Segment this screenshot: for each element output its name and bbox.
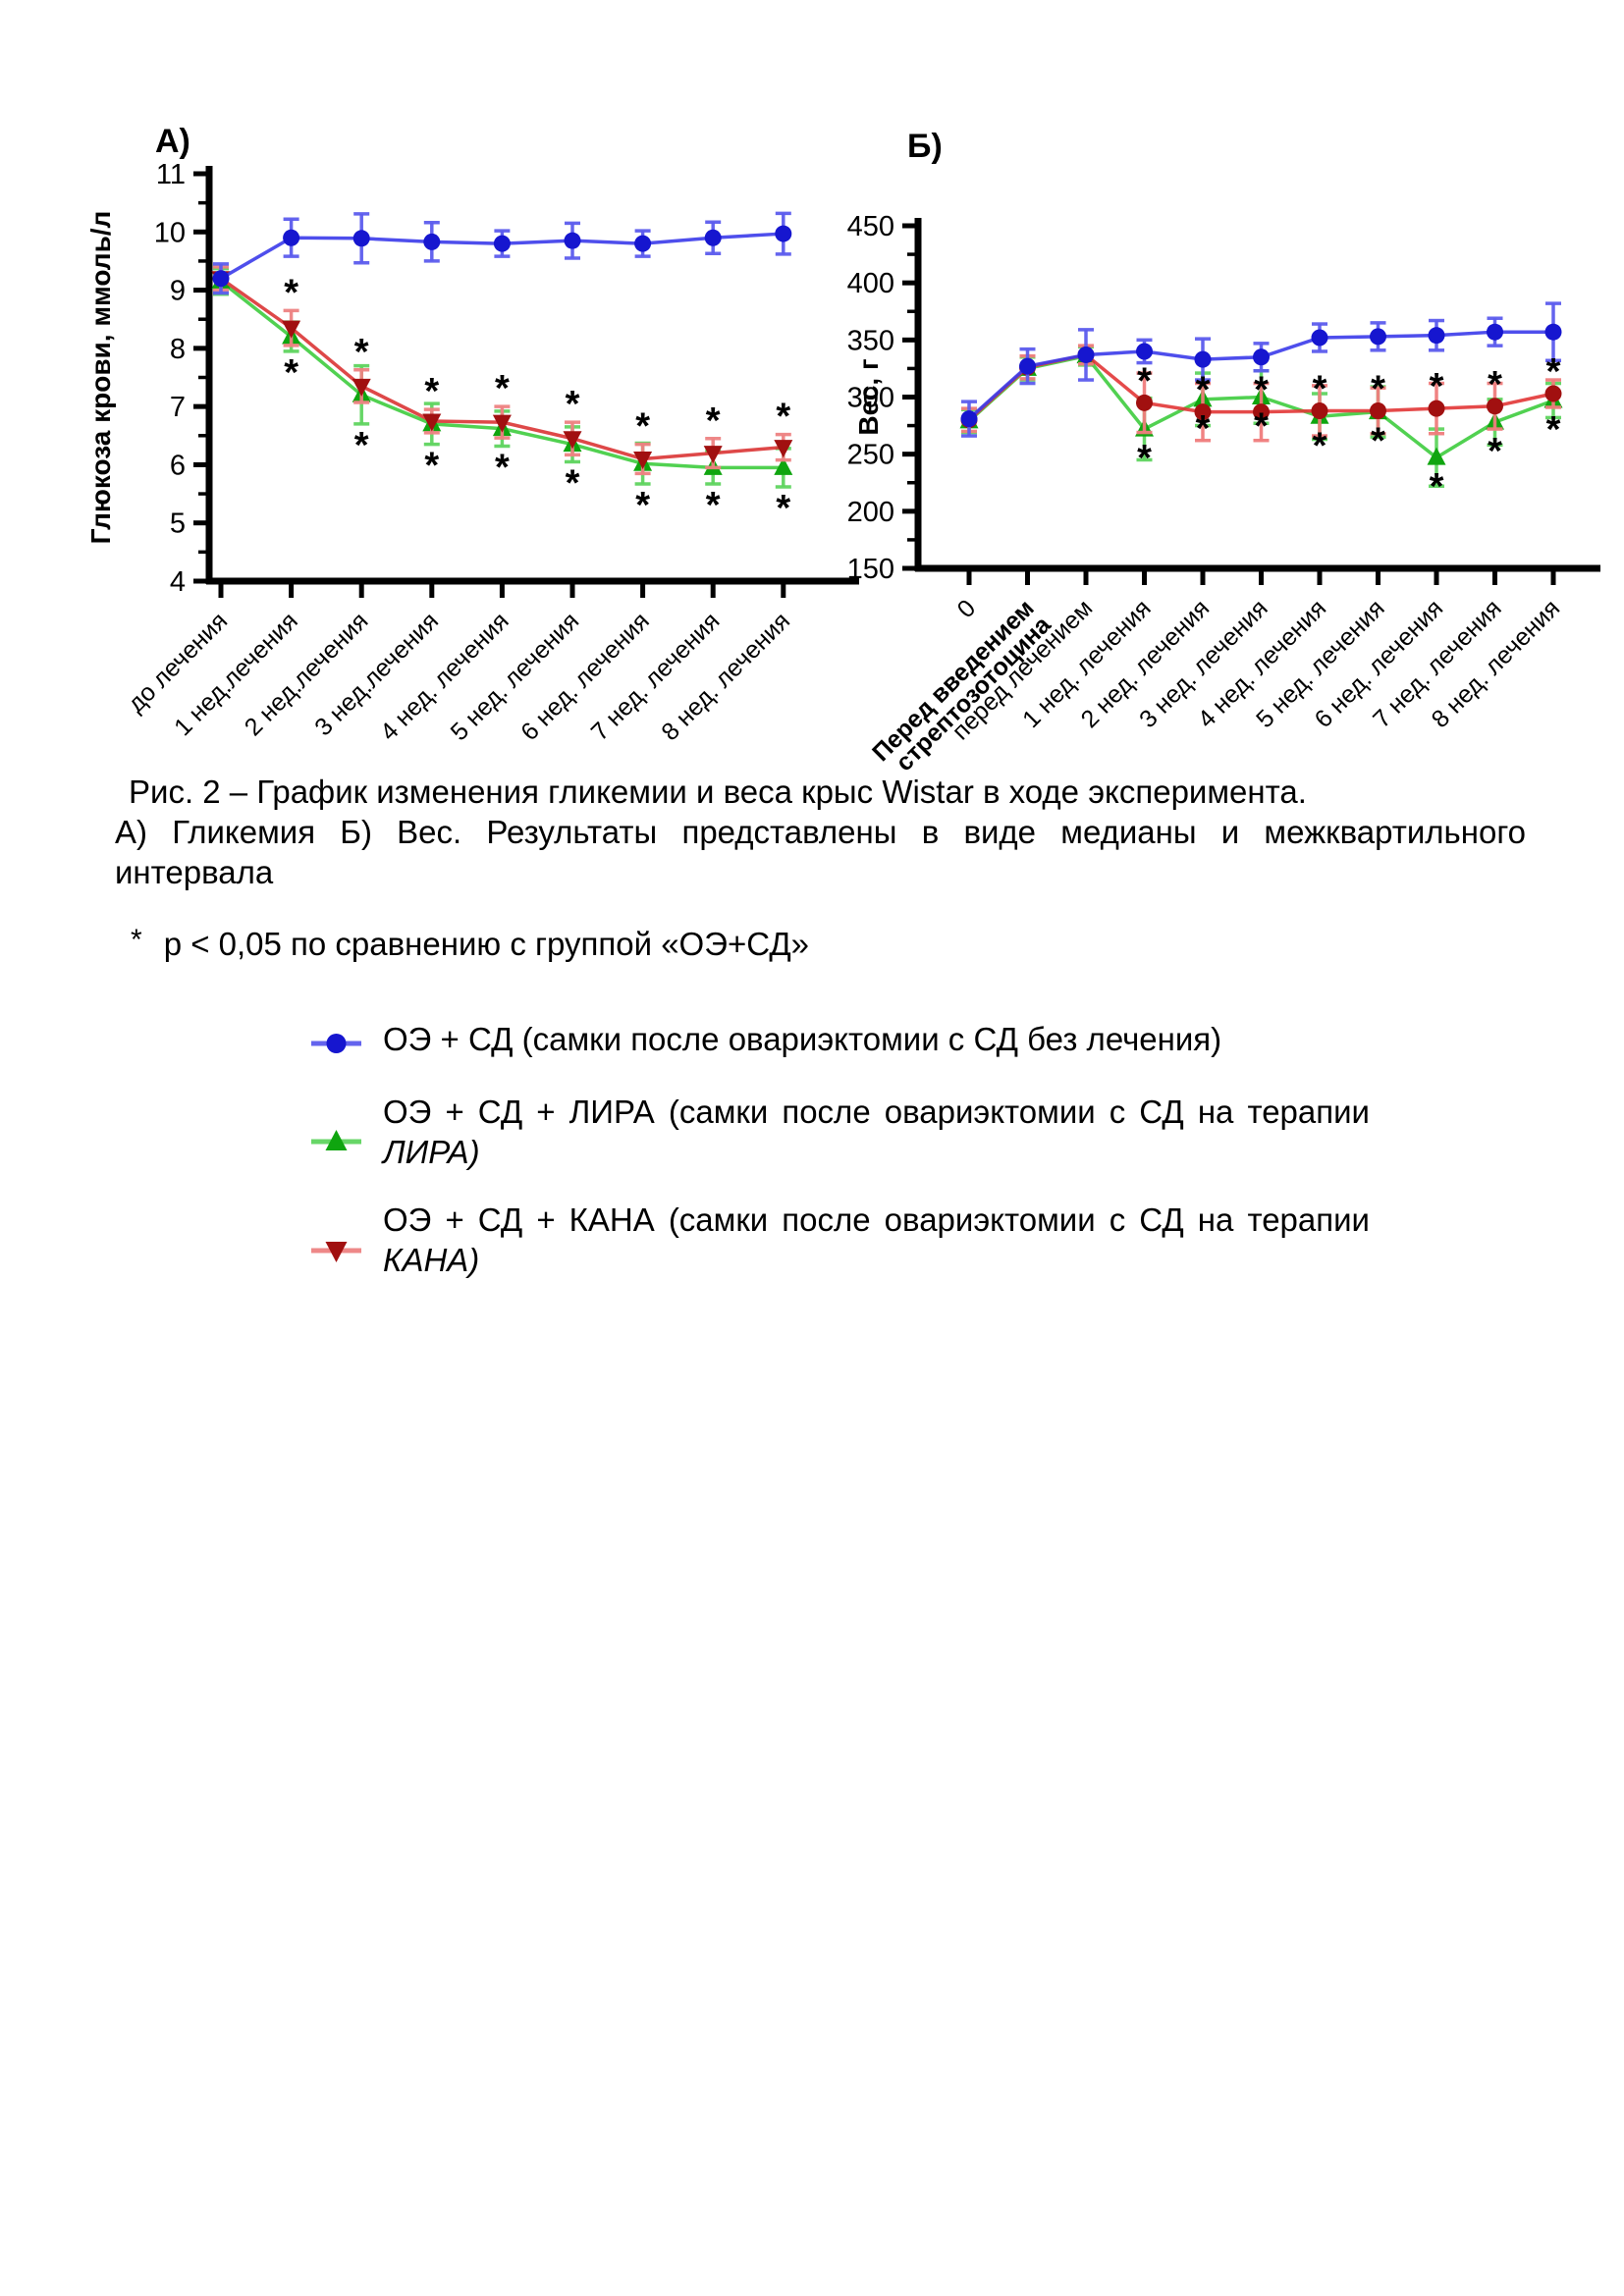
svg-text:стрептозотоцина: стрептозотоцина — [891, 611, 1057, 777]
axes — [205, 166, 859, 585]
svg-text:*: * — [1313, 368, 1327, 409]
legend-label-kana: ОЭ + СД + КАНА (самки после овариэктомии… — [383, 1201, 1370, 1278]
svg-text:*: * — [1254, 370, 1269, 411]
y-axis-title: Глюкоза крови, ммоль/л — [85, 211, 116, 545]
svg-text:10: 10 — [154, 217, 186, 248]
svg-text:7 нед. лечения: 7 нед. лечения — [586, 607, 726, 746]
svg-text:*: * — [706, 400, 721, 442]
blue-circle-marker-icon — [311, 1034, 361, 1053]
svg-text:400: 400 — [847, 268, 894, 299]
svg-text:*: * — [1546, 351, 1561, 393]
svg-text:*: * — [1313, 425, 1327, 466]
svg-text:300: 300 — [847, 383, 894, 414]
svg-text:*: * — [284, 272, 298, 313]
significance-asterisks: **************** — [1137, 351, 1561, 507]
y-axis-ticks: 150 200 250 300 350 400 450 — [847, 211, 915, 585]
legend-entry-oe-sd: ОЭ + СД (самки после овариэктомии с СД б… — [295, 1019, 1384, 1059]
series-0 — [960, 301, 1562, 438]
significance-note-text: p < 0,05 по сравнению с группой «ОЭ+СД» — [163, 926, 810, 962]
svg-text:2 нед.лечения: 2 нед.лечения — [240, 607, 374, 741]
svg-text:*: * — [1430, 466, 1444, 507]
svg-text:9: 9 — [170, 276, 186, 307]
svg-text:*: * — [1196, 408, 1211, 450]
svg-text:*: * — [1488, 364, 1502, 405]
svg-text:200: 200 — [847, 497, 894, 528]
svg-text:*: * — [1137, 360, 1152, 401]
svg-text:5 нед. лечения: 5 нед. лечения — [446, 607, 585, 746]
svg-text:0: 0 — [952, 594, 982, 623]
svg-text:6 нед. лечения: 6 нед. лечения — [515, 607, 655, 746]
svg-text:*: * — [424, 371, 439, 412]
panel-label: Б) — [907, 128, 943, 165]
svg-text:*: * — [284, 352, 298, 394]
svg-text:*: * — [706, 485, 721, 526]
svg-text:*: * — [495, 368, 510, 409]
svg-text:*: * — [354, 425, 369, 466]
svg-text:7: 7 — [170, 392, 186, 423]
svg-text:6: 6 — [170, 450, 186, 481]
legend-entry-kana: ОЭ + СД + КАНА (самки после овариэктомии… — [295, 1200, 1384, 1280]
y-axis-title: Вес, г — [853, 358, 884, 435]
svg-text:250: 250 — [847, 440, 894, 471]
svg-text:150: 150 — [847, 554, 894, 585]
svg-text:*: * — [566, 384, 580, 425]
caption-line-3: интервала — [115, 854, 274, 890]
caption-line-1: Рис. 2 – График изменения гликемии и вес… — [129, 774, 1307, 810]
svg-text:*: * — [635, 406, 650, 448]
svg-text:*: * — [424, 446, 439, 487]
svg-text:11: 11 — [156, 159, 186, 190]
panel-label: А) — [155, 123, 190, 160]
y-axis-ticks: 4 5 6 7 8 9 10 11 — [154, 159, 206, 598]
svg-text:*: * — [495, 447, 510, 488]
svg-text:350: 350 — [847, 325, 894, 356]
legend-label-oe-sd: ОЭ + СД (самки после овариэктомии с СД б… — [383, 1021, 1222, 1057]
svg-text:8: 8 — [170, 334, 186, 365]
svg-text:4 нед. лечения: 4 нед. лечения — [375, 607, 514, 746]
series-0 — [212, 211, 792, 295]
axes — [914, 218, 1600, 572]
green-triangle-marker-icon — [311, 1130, 361, 1150]
figure-caption: Рис. 2 – График изменения гликемии и вес… — [115, 772, 1526, 892]
svg-text:*: * — [1371, 421, 1385, 462]
svg-text:450: 450 — [847, 211, 894, 242]
svg-text:*: * — [566, 462, 580, 504]
red-triangle-marker-icon — [311, 1242, 361, 1262]
svg-text:*: * — [1371, 368, 1385, 409]
svg-text:*: * — [1196, 370, 1211, 411]
legend-entry-lira: ОЭ + СД + ЛИРА (самки после овариэктомии… — [295, 1092, 1384, 1172]
svg-text:1 нед.лечения: 1 нед.лечения — [169, 607, 303, 741]
svg-text:5: 5 — [170, 508, 186, 540]
svg-text:*: * — [1137, 438, 1152, 479]
significance-asterisks: * * * * * * * * * * * * * * * * — [284, 272, 790, 529]
asterisk-symbol: * — [131, 924, 142, 956]
svg-text:*: * — [1254, 406, 1269, 448]
legend-label-lira: ОЭ + СД + ЛИРА (самки после овариэктомии… — [383, 1094, 1370, 1170]
caption-line-2: А) Гликемия Б) Вес. Результаты представл… — [115, 814, 1526, 850]
svg-text:3 нед.лечения: 3 нед.лечения — [309, 607, 444, 741]
svg-text:4: 4 — [170, 566, 186, 598]
svg-text:8 нед. лечения: 8 нед. лечения — [656, 607, 795, 746]
svg-text:*: * — [776, 397, 790, 438]
significance-note: * p < 0,05 по сравнению с группой «ОЭ+СД» — [131, 924, 809, 963]
svg-text:*: * — [1430, 366, 1444, 407]
svg-text:*: * — [635, 485, 650, 526]
svg-text:*: * — [1488, 431, 1502, 472]
svg-text:*: * — [1546, 409, 1561, 451]
svg-text:*: * — [354, 332, 369, 373]
svg-text:*: * — [776, 488, 790, 529]
